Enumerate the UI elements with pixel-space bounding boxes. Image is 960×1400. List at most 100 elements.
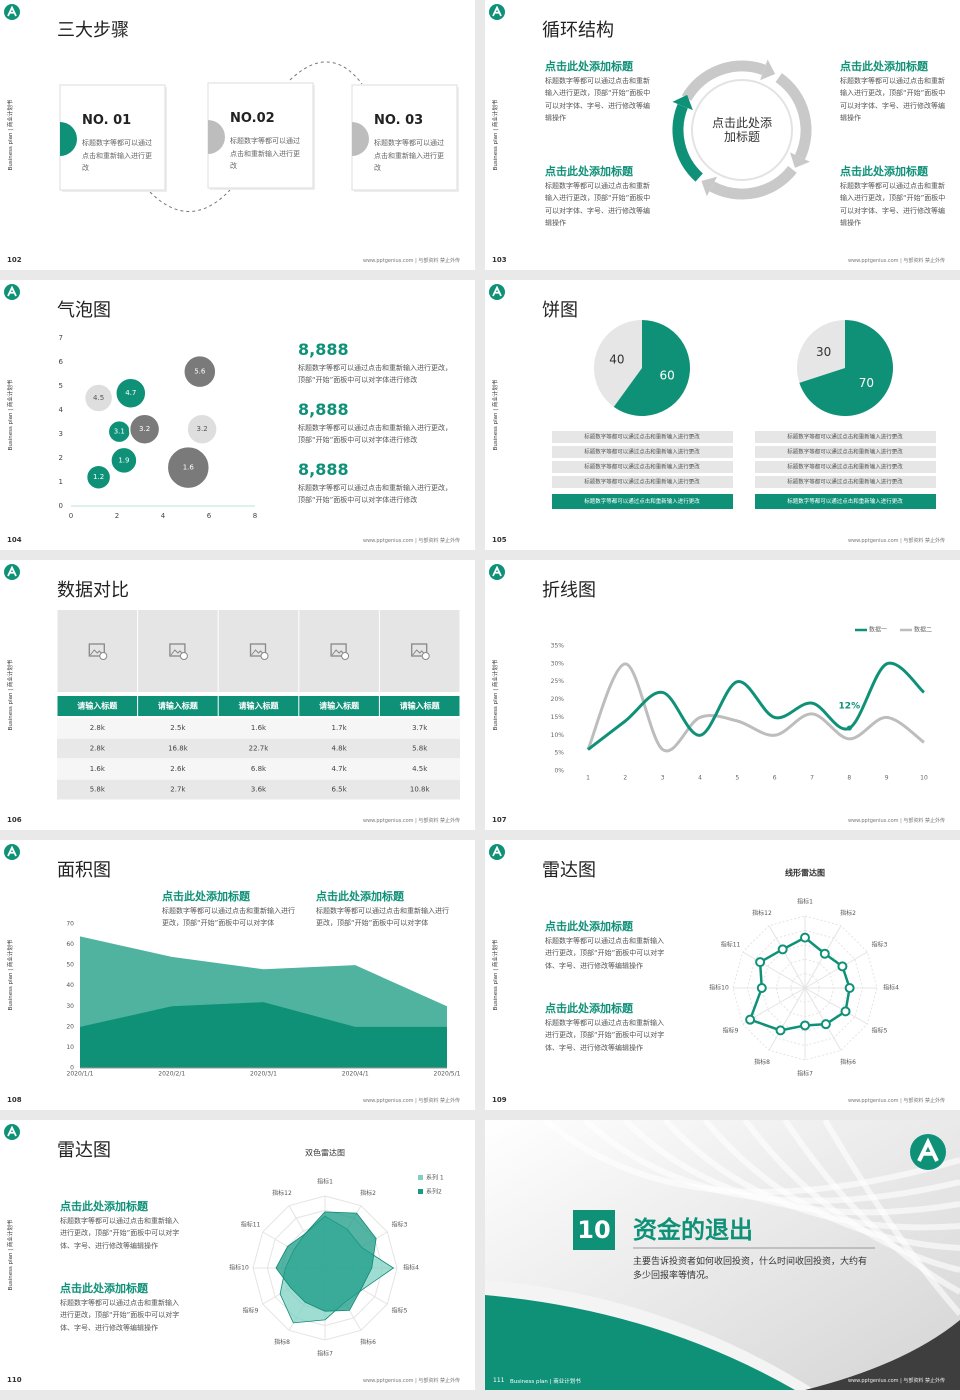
stat-value: 8,888 xyxy=(298,340,349,359)
y-tick-label: 35% xyxy=(551,643,565,650)
value-label: 12% xyxy=(839,702,861,712)
cycle-arrowhead xyxy=(760,59,776,81)
slide: 10 资金的退出 主要告诉投资者如何收回投资，什么时间收回投资，大约有多少回报率等情… xyxy=(485,1120,960,1390)
image-icon xyxy=(99,652,108,660)
x-tick-label: 2020/1/1 xyxy=(67,1071,94,1078)
x-tick-label: 2020/3/1 xyxy=(250,1071,277,1078)
radar-axis-label: 指标8 xyxy=(754,1058,770,1066)
image-placeholder xyxy=(379,610,460,692)
image-icon xyxy=(260,652,269,660)
cell-text: 6.5k xyxy=(332,786,348,794)
x-tick-label: 2 xyxy=(623,775,627,782)
list-row xyxy=(552,431,733,443)
y-tick-label: 70 xyxy=(66,921,74,928)
list-row-text: 标题数字等都可以通过点击和重新输入进行更改 xyxy=(584,433,700,441)
radar-axis-label: 指标4 xyxy=(883,984,899,992)
footer: www.pptgenius.com | 与部资料 禁止外传 xyxy=(362,258,460,264)
y-tick-label: 30 xyxy=(66,1003,74,1010)
cycle-arrowhead xyxy=(790,152,810,168)
logo-mark xyxy=(7,845,17,857)
radar-axis-label: 指标7 xyxy=(797,1070,813,1078)
cycle-arrowhead xyxy=(701,176,718,197)
block-heading: 点击此处添加标题 xyxy=(162,890,250,903)
slide: 线形雷达图 指标1 指标2 指标3 指标4 指标5 指标6 指标7 指标8 指标9 指标10 指标11… xyxy=(485,840,960,1110)
pie-label: 70 xyxy=(859,376,874,390)
bubble xyxy=(166,445,211,490)
footer: www.pptgenius.com | 与部资料 禁止外传 xyxy=(362,818,460,824)
radar-axis-label: 指标9 xyxy=(243,1307,259,1315)
line-series xyxy=(586,662,925,753)
stat-text: 标题数字等都可以通过点击和重新输入进行更改，顶部“开始”面板中可以对字体进行修改 xyxy=(298,364,452,385)
slide: 0 1 2 3 4 5 6 7 0 2 4 6 8 1.2 1.9 3.1 3.2 4.5 4.7 5.6 3.2 1.6… xyxy=(0,280,475,550)
bubble-label: 1.2 xyxy=(93,473,104,481)
radar-spoke xyxy=(804,951,868,989)
x-tick-label: 2 xyxy=(115,512,119,520)
cycle-arrow xyxy=(672,103,704,182)
slide-graphics xyxy=(4,4,459,212)
image-icon xyxy=(330,643,347,657)
cell-text: 22.7k xyxy=(249,745,270,753)
cell-text: 4.8k xyxy=(332,745,348,753)
wave-teal xyxy=(485,1295,795,1390)
cell-text: 1.6k xyxy=(251,724,267,732)
radar-marker xyxy=(800,1020,810,1031)
x-tick-label: 8 xyxy=(253,512,257,520)
chart-title: 线形雷达图 xyxy=(785,868,825,878)
radar-axis-label: 指标4 xyxy=(403,1264,419,1272)
connector xyxy=(289,61,363,85)
section-text: 主要告诉投资者如何收回投资，什么时间收回投资，大约有多少回报率等情况。 xyxy=(633,1257,868,1281)
pie-label: 60 xyxy=(659,369,674,383)
list-row xyxy=(552,446,733,458)
y-tick-label: 10 xyxy=(66,1044,74,1051)
radar-spoke xyxy=(768,987,806,1051)
block-heading: 点击此处添加标题 xyxy=(60,1282,148,1295)
pie-label: 30 xyxy=(816,345,831,359)
cycle-arrow xyxy=(681,60,766,101)
header-text: 请输入标题 xyxy=(158,701,199,711)
radar-axis-label: 指标2 xyxy=(360,1189,376,1197)
block-text: 标题数字等都可以通过点击和重新输入进行更改，顶部“开始”面板中可以对字体、字号、… xyxy=(545,937,665,970)
y-tick-label: 10% xyxy=(551,732,565,739)
list-row-text: 标题数字等都可以通过点击和重新输入进行更改 xyxy=(584,448,700,456)
x-tick-label: 2020/4/1 xyxy=(342,1071,369,1078)
radar-axis-label: 指标8 xyxy=(274,1338,290,1346)
bubble-label: 3.1 xyxy=(114,428,125,436)
block-heading: 点击此处添加标题 xyxy=(545,1002,633,1015)
background-curve xyxy=(662,1120,960,1231)
y-tick-label: 0% xyxy=(554,768,564,775)
radar-marker xyxy=(800,932,810,943)
list-row-text: 标题数字等都可以通过点击和重新输入进行更改 xyxy=(584,463,700,471)
image-icon xyxy=(89,649,104,656)
image-icon xyxy=(412,649,427,656)
list-row xyxy=(755,494,936,509)
slide: 双色雷达图 指标1 指标2 指标3 指标4 指标5 指标6 指标7 指标8 指标9 指标10 指标11… xyxy=(0,1120,475,1390)
side-label: Business plan | 商业计划书 xyxy=(493,659,499,731)
legend-label: 系列 1 xyxy=(426,1174,444,1182)
radar-spoke xyxy=(804,987,842,1051)
cell-text: 4.7k xyxy=(332,765,348,773)
page-number: 111 xyxy=(493,1377,505,1384)
y-tick-label: 5 xyxy=(59,382,63,390)
row-band xyxy=(57,738,460,759)
image-icon xyxy=(411,643,428,657)
pie-slice xyxy=(799,320,893,416)
page-number: 110 xyxy=(7,1376,22,1384)
logo-mark xyxy=(492,285,502,297)
page-number: 109 xyxy=(492,1096,507,1104)
image-placeholder xyxy=(138,610,218,692)
step-card xyxy=(207,82,314,189)
x-tick-label: 2020/5/1 xyxy=(434,1071,461,1078)
radar-axis-label: 指标5 xyxy=(392,1307,408,1315)
radar-axis-label: 指标12 xyxy=(272,1189,292,1197)
radar-marker xyxy=(840,1006,851,1017)
row-band xyxy=(57,759,460,779)
y-tick-label: 3 xyxy=(59,430,63,438)
stat-text: 标题数字等都可以通过点击和重新输入进行更改，顶部“开始”面板中可以对字体进行修改 xyxy=(298,424,452,445)
logo-mark xyxy=(917,1137,939,1162)
connector xyxy=(149,189,231,212)
page-number: 103 xyxy=(492,256,507,264)
step-number: NO.02 xyxy=(230,111,275,126)
image-icon xyxy=(88,643,105,657)
bubble-label: 5.6 xyxy=(194,368,206,376)
